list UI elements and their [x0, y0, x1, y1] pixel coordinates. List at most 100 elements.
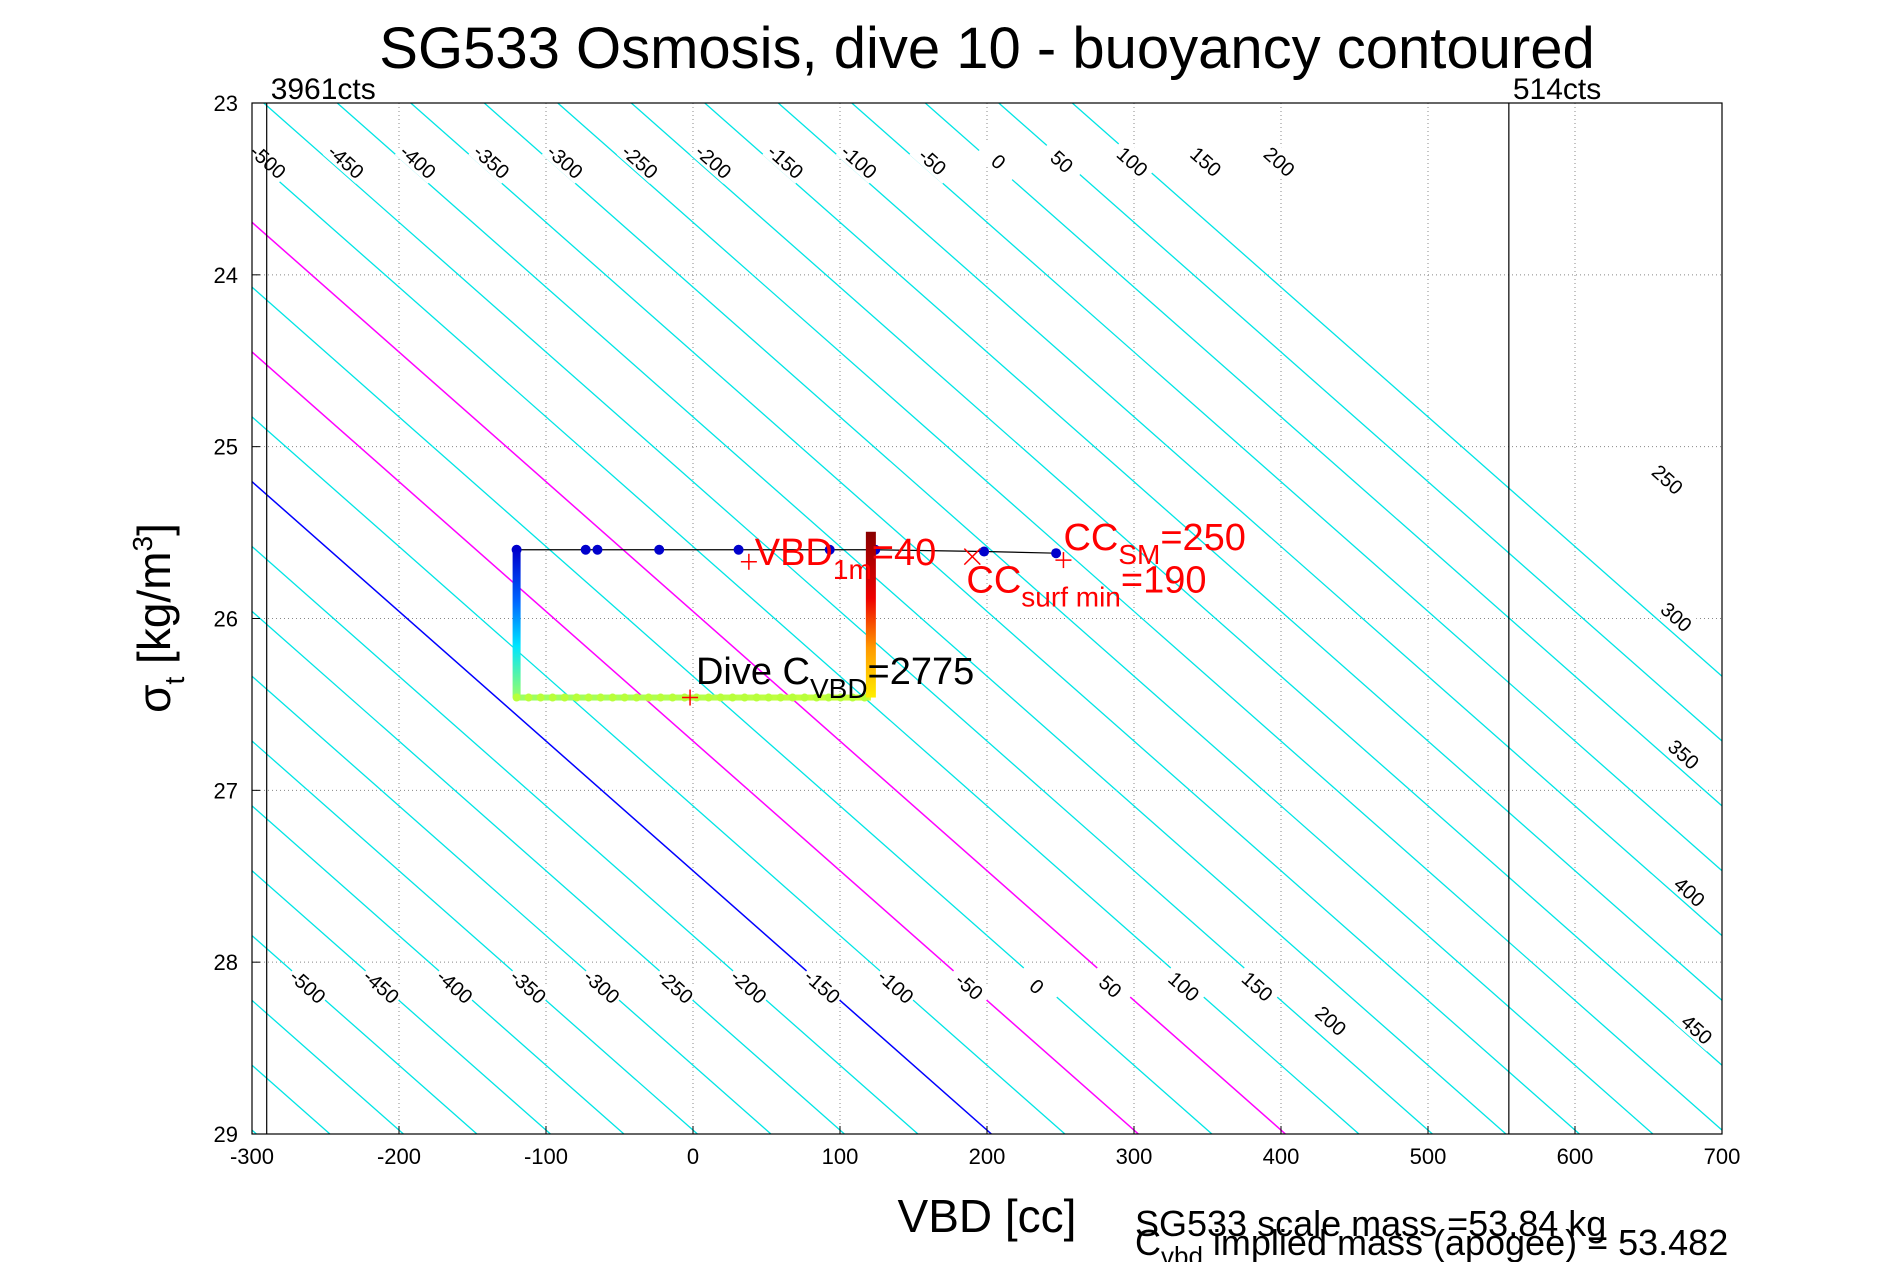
contour-line: [252, 156, 1360, 1134]
ascent-vertical-leg: [865, 531, 876, 698]
x-tick-label: 400: [1263, 1144, 1300, 1169]
surface-point: [733, 544, 744, 555]
contour-label-bg: [1087, 962, 1135, 1009]
contour-line: [252, 415, 1066, 1134]
axis-ticks: -300 -200 -100 0 100 200 300 400 500 600 700232425…: [214, 91, 1741, 1169]
contour-line: [851, 103, 1722, 872]
contour-label-bg: [1109, 138, 1157, 184]
contour-level-label: 0: [1013, 962, 1062, 1009]
contour-label-bg: [1673, 1005, 1722, 1052]
contour-label-bg: [322, 138, 371, 184]
x-tick-label: -200: [377, 1144, 421, 1169]
apogee-point: [848, 693, 857, 702]
contour-label-bg: [1307, 997, 1356, 1043]
contour-line: [252, 805, 625, 1134]
x-tick-label: 0: [687, 1144, 699, 1169]
count-marker-label: 514cts: [1513, 73, 1601, 106]
contour-line: [252, 675, 772, 1134]
contour-line: [777, 103, 1722, 937]
contour-line: [263, 103, 1433, 1134]
contour-label-bg: [394, 138, 443, 184]
contour-line: [410, 103, 1580, 1134]
contour-label-bg: [799, 962, 847, 1009]
x-tick-label: 700: [1704, 1144, 1741, 1169]
annotation-subscript: surf min: [1021, 582, 1121, 613]
contour-line: [252, 350, 1139, 1134]
annotation-label: CCSM=250: [1063, 517, 1245, 570]
contour-label-bg: [872, 962, 921, 1009]
apogee-point: [764, 693, 773, 702]
annotation-value: =2775: [868, 651, 975, 693]
contour-label-bg: [1666, 868, 1714, 914]
contour-label-bg: [1182, 138, 1231, 184]
marker-cross: [963, 548, 981, 566]
contour-line: [252, 221, 1286, 1134]
contour-line: [252, 934, 478, 1134]
contour-label-bg: [652, 962, 700, 1009]
contour-line: [252, 869, 551, 1134]
y-tick-label: 24: [214, 263, 238, 288]
y-tick-label: 28: [214, 950, 238, 975]
contour-line: [252, 740, 698, 1134]
contour-line: [1071, 103, 1722, 678]
contour-line: [924, 103, 1722, 807]
apogee-point: [776, 693, 785, 702]
y-tick-label: 23: [214, 91, 238, 116]
annotation-value: =250: [1160, 517, 1246, 559]
annotation-subscript: VBD: [810, 673, 868, 704]
surface-point: [580, 544, 591, 555]
marker-symbols: [682, 548, 1072, 706]
contour-line: [336, 103, 1507, 1134]
apogee-point: [812, 693, 821, 702]
contour-line: [252, 545, 919, 1134]
apogee-point: [536, 693, 545, 702]
apogee-point: [608, 693, 617, 702]
contour-label-bg: [541, 138, 590, 184]
contour-label-bg: [1013, 962, 1062, 1009]
surface-point: [979, 546, 990, 557]
contour-level-label: -150: [799, 962, 847, 1009]
contour-level-label: 50: [1087, 962, 1135, 1009]
contour-label-bg: [946, 962, 994, 1009]
footer-scale-mass: SG533 scale mass =53.84 kg: [1135, 1203, 1606, 1244]
annotation-value: =190: [1121, 560, 1207, 602]
contour-label-bg: [431, 962, 480, 1009]
y-tick-label: 27: [214, 778, 238, 803]
contour-line: [0, 103, 109, 1134]
apogee-point: [560, 693, 569, 702]
apogee-point: [548, 693, 557, 702]
y-tick-label: 25: [214, 435, 238, 460]
annotation-subscript: 1m: [833, 554, 872, 585]
contour-label-bg: [762, 138, 810, 184]
apogee-point: [512, 693, 521, 702]
annotation-subscript: SM: [1118, 539, 1160, 570]
annotation-label: Dive CVBD=2775: [696, 651, 974, 704]
contour-label-bg: [1234, 962, 1282, 1009]
y-tick-label: 26: [214, 607, 238, 632]
apogee-point: [524, 693, 533, 702]
contour-label-bg: [835, 138, 884, 184]
apogee-point: [620, 693, 629, 702]
contour-label-bg: [505, 962, 553, 1009]
contour-label-bg: [975, 138, 1024, 184]
x-tick-label: 100: [822, 1144, 859, 1169]
contour-label-bg: [616, 138, 665, 184]
contour-label-bg: [1644, 455, 1692, 502]
contour-label-bg: [1038, 138, 1087, 184]
contour-label-bg: [358, 962, 406, 1009]
x-tick-label: -100: [524, 1144, 568, 1169]
contour-label-bg: [1160, 962, 1209, 1009]
surface-point: [654, 544, 665, 555]
contour-label-bg: [725, 962, 774, 1009]
buoyancy-contours: [0, 103, 1722, 1134]
surface-point: [1051, 548, 1062, 559]
chart-title: SG533 Osmosis, dive 10 - buoyancy contou…: [379, 16, 1594, 81]
annotation-label: VBD1m=40: [755, 532, 937, 585]
contour-level-label: 0: [975, 138, 1024, 184]
apogee-point: [824, 693, 833, 702]
contour-label-bg: [1256, 138, 1304, 184]
y-axis-label: σt [kg/m3]: [127, 523, 190, 713]
apogee-point: [632, 693, 641, 702]
count-marker-lines: 3961cts 514cts: [266, 73, 1601, 1134]
descent-vertical-leg: [512, 549, 521, 698]
